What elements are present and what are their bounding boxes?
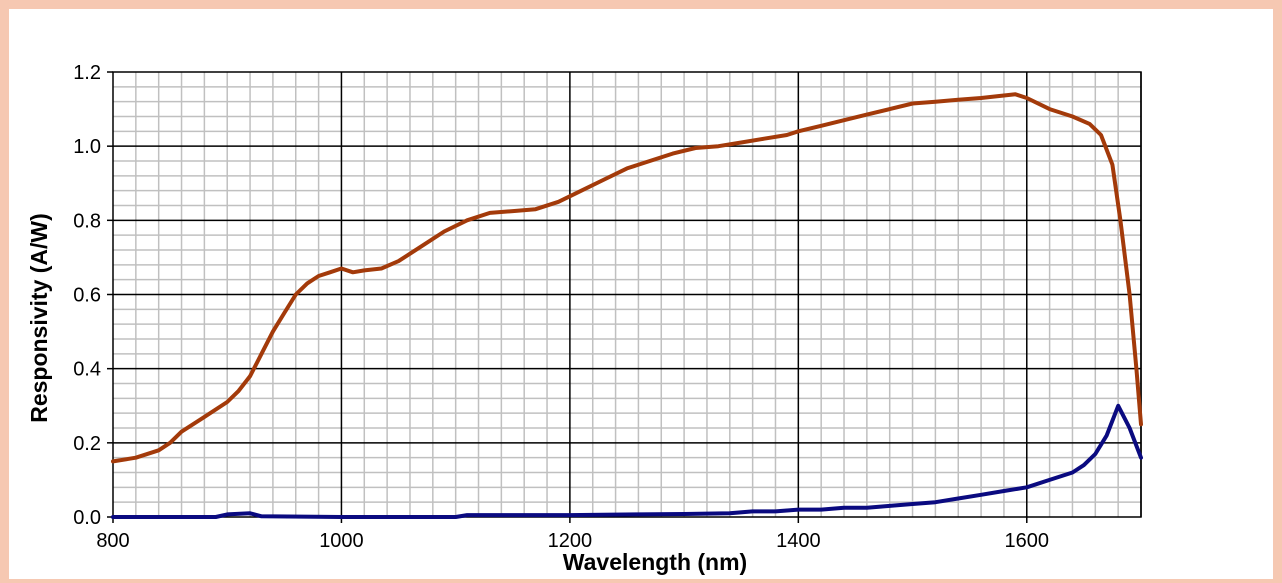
series-layer (111, 92, 1143, 519)
y-tick-label: 0.4 (73, 359, 101, 381)
y-tick-label: 1.0 (73, 136, 101, 158)
y-tick-label: 0.2 (73, 433, 101, 455)
y-tick-label: 0.6 (73, 285, 101, 307)
x-tick-label: 1000 (319, 530, 364, 552)
y-tick-label: 1.2 (73, 62, 101, 84)
series-line-2 (111, 403, 1143, 519)
series-line-1 (111, 92, 1143, 464)
x-tick-label: 1400 (776, 530, 821, 552)
x-tick-label: 1600 (1005, 530, 1050, 552)
y-tick-label: 0.8 (73, 210, 101, 232)
x-tick-label: 800 (96, 530, 129, 552)
major-gridlines (113, 72, 1142, 517)
x-axis-ticks: 800 1000 1200 1400 1600 (96, 517, 1049, 552)
y-axis-label: Responsivity (A/W) (26, 213, 52, 423)
x-axis-label: Wavelength (nm) (563, 549, 747, 575)
x-tick-label: 1200 (548, 530, 593, 552)
y-axis-ticks: 0.0 0.2 0.4 0.6 0.8 1.0 1.2 (73, 62, 113, 529)
y-tick-label: 0.0 (73, 507, 101, 529)
